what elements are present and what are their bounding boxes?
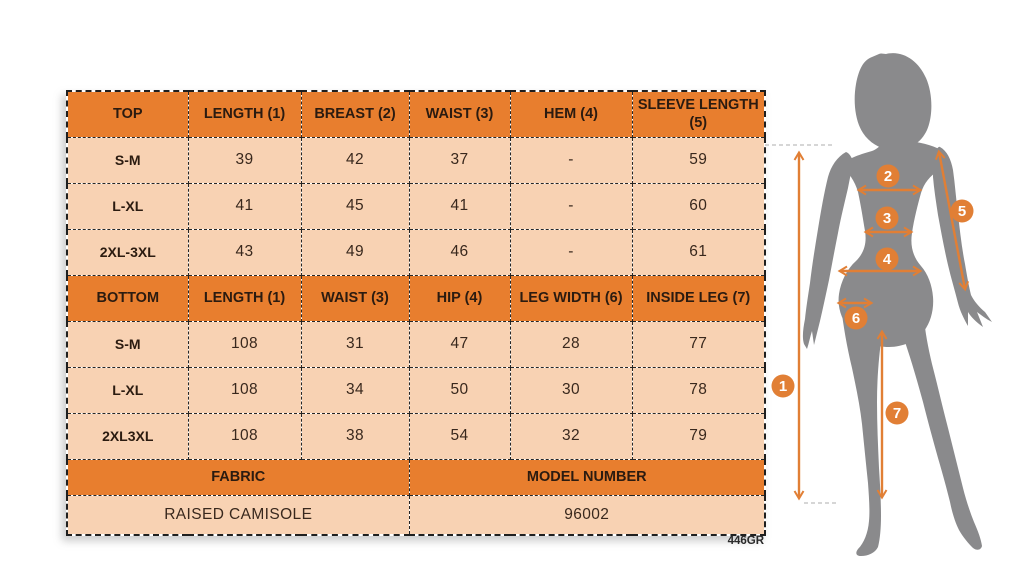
female-silhouette xyxy=(802,53,992,556)
top-header-sleeve-length: SLEEVE LENGTH (5) xyxy=(631,90,766,138)
value-cell: - xyxy=(509,182,633,230)
marker-circle xyxy=(875,247,899,271)
bottom-header-inside-leg: INSIDE LEG (7) xyxy=(631,274,766,322)
value-cell: 59 xyxy=(631,136,766,184)
value-cell: 108 xyxy=(187,366,302,414)
silhouette-right-leg xyxy=(893,312,982,550)
value-cell: 46 xyxy=(408,228,511,276)
table-row: L-XL 108 34 50 30 78 xyxy=(66,366,766,414)
marker-circle xyxy=(771,374,795,398)
model-number-value: 96002 xyxy=(408,494,766,536)
marker-number: 2 xyxy=(884,168,892,185)
marker-circle xyxy=(950,199,974,223)
value-cell: 39 xyxy=(187,136,302,184)
top-header-hem: HEM (4) xyxy=(509,90,633,138)
value-cell: 47 xyxy=(408,320,511,368)
marker-circle xyxy=(844,306,868,330)
size-label: 2XL3XL xyxy=(66,412,189,460)
top-header-top: TOP xyxy=(66,90,189,138)
figure-marker-4: 4 xyxy=(875,247,899,271)
figure-marker-3: 3 xyxy=(875,206,899,230)
bottom-header-row: BOTTOM LENGTH (1) WAIST (3) HIP (4) LEG … xyxy=(66,274,766,322)
value-cell: 108 xyxy=(187,412,302,460)
silhouette-hair-head xyxy=(854,53,932,151)
marker-number: 7 xyxy=(893,405,901,422)
table-row: 2XL3XL 108 38 54 32 79 xyxy=(66,412,766,460)
bottom-header-length: LENGTH (1) xyxy=(187,274,302,322)
bottom-header-hip: HIP (4) xyxy=(408,274,511,322)
marker-number: 3 xyxy=(883,210,891,227)
size-label: S-M xyxy=(66,136,189,184)
footer-header-model-number: MODEL NUMBER xyxy=(408,458,766,496)
size-label: L-XL xyxy=(66,182,189,230)
value-cell: 32 xyxy=(509,412,633,460)
marker-number: 6 xyxy=(852,310,860,327)
marker-number: 4 xyxy=(883,251,892,268)
table-row: S-M 108 31 47 28 77 xyxy=(66,320,766,368)
reference-code: 446GR xyxy=(727,535,764,547)
value-cell: 60 xyxy=(631,182,766,230)
bottom-header-waist: WAIST (3) xyxy=(300,274,410,322)
size-label: L-XL xyxy=(66,366,189,414)
figure-marker-5: 5 xyxy=(950,199,974,223)
fabric-value: RAISED CAMISOLE xyxy=(66,494,410,536)
value-cell: 30 xyxy=(509,366,633,414)
marker-circle xyxy=(875,206,899,230)
top-header-row: TOP LENGTH (1) BREAST (2) WAIST (3) HEM … xyxy=(66,90,766,138)
size-label: 2XL-3XL xyxy=(66,228,189,276)
figure-marker-7: 7 xyxy=(885,401,909,425)
figure-marker-6: 6 xyxy=(844,306,868,330)
top-header-length: LENGTH (1) xyxy=(187,90,302,138)
silhouette-right-arm xyxy=(933,146,992,327)
marker-number: 1 xyxy=(779,378,787,395)
footer-value-row: RAISED CAMISOLE 96002 xyxy=(66,494,766,536)
value-cell: 108 xyxy=(187,320,302,368)
top-header-breast: BREAST (2) xyxy=(300,90,410,138)
footer-header-fabric: FABRIC xyxy=(66,458,410,496)
silhouette-left-arm xyxy=(802,152,853,349)
value-cell: - xyxy=(509,136,633,184)
value-cell: 77 xyxy=(631,320,766,368)
top-header-waist: WAIST (3) xyxy=(408,90,511,138)
marker-circle xyxy=(885,401,909,425)
marker-circle xyxy=(876,164,900,188)
value-cell: 41 xyxy=(408,182,511,230)
table-row: S-M 39 42 37 - 59 xyxy=(66,136,766,184)
value-cell: 42 xyxy=(300,136,410,184)
footer-header-row: FABRIC MODEL NUMBER xyxy=(66,458,766,496)
value-cell: 54 xyxy=(408,412,511,460)
table-row: 2XL-3XL 43 49 46 - 61 xyxy=(66,228,766,276)
bottom-header-leg-width: LEG WIDTH (6) xyxy=(509,274,633,322)
marker-number: 5 xyxy=(958,203,966,220)
value-cell: 37 xyxy=(408,136,511,184)
value-cell: 28 xyxy=(509,320,633,368)
figure-marker-1: 1 xyxy=(771,374,795,398)
arrow-sleeve-length xyxy=(934,149,970,292)
value-cell: 45 xyxy=(300,182,410,230)
value-cell: 49 xyxy=(300,228,410,276)
value-cell: 38 xyxy=(300,412,410,460)
value-cell: 79 xyxy=(631,412,766,460)
measurement-figure: 1 2 3 4 5 6 7 xyxy=(765,53,992,556)
value-cell: 50 xyxy=(408,366,511,414)
value-cell: 61 xyxy=(631,228,766,276)
bottom-header-bottom: BOTTOM xyxy=(66,274,189,322)
value-cell: - xyxy=(509,228,633,276)
value-cell: 43 xyxy=(187,228,302,276)
table-row: L-XL 41 45 41 - 60 xyxy=(66,182,766,230)
figure-marker-2: 2 xyxy=(876,164,900,188)
value-cell: 31 xyxy=(300,320,410,368)
value-cell: 78 xyxy=(631,366,766,414)
value-cell: 41 xyxy=(187,182,302,230)
value-cell: 34 xyxy=(300,366,410,414)
size-label: S-M xyxy=(66,320,189,368)
size-chart-table: TOP LENGTH (1) BREAST (2) WAIST (3) HEM … xyxy=(66,90,766,536)
